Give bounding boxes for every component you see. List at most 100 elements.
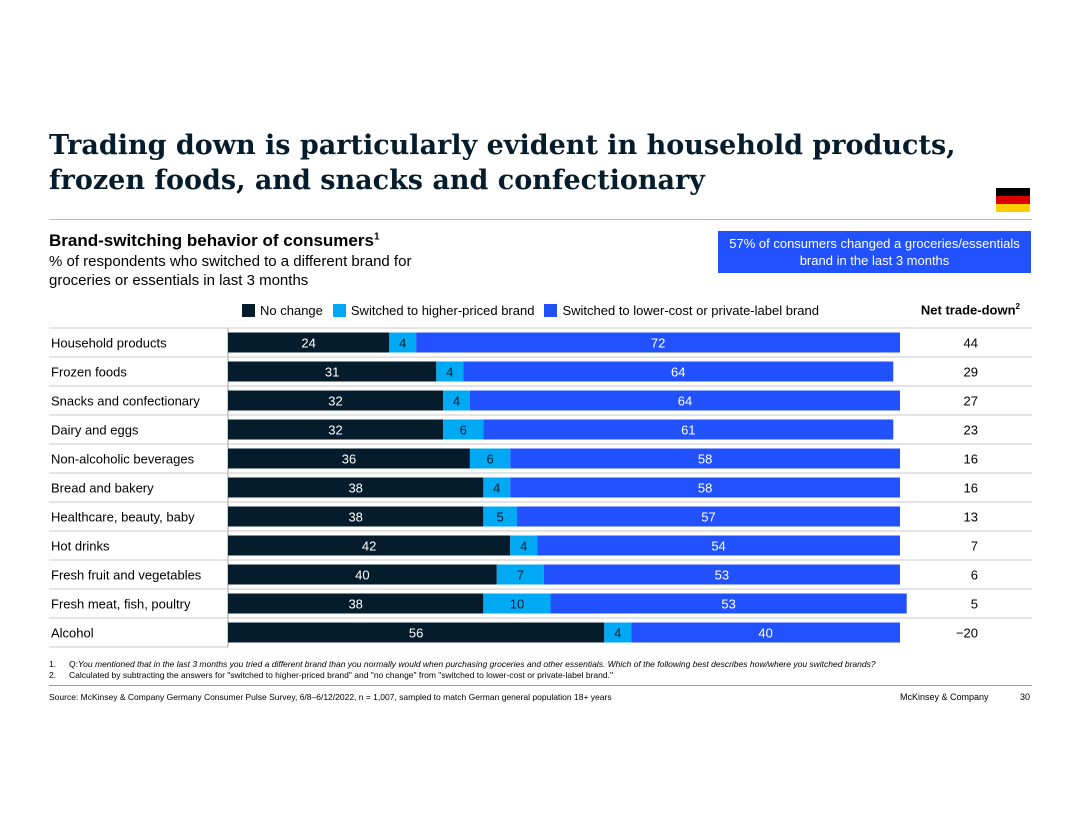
category-label: Alcohol	[51, 626, 94, 641]
data-label: 54	[711, 539, 725, 554]
callout-text: 57% of consumers changed a groceries/ess…	[729, 236, 1020, 268]
bar-segment-no-change	[228, 593, 484, 614]
footnote-number: 2.	[49, 670, 57, 680]
data-label: 31	[325, 365, 339, 380]
net-trade-down-value: −20	[956, 626, 978, 641]
bar-segment-higher-priced	[510, 535, 538, 556]
data-label: 4	[520, 539, 527, 554]
legend-swatch-higher-priced	[332, 303, 346, 317]
bar-segment-lower-cost	[416, 332, 900, 353]
data-label: 38	[348, 481, 362, 496]
data-label: 58	[698, 452, 712, 467]
bar-segment-no-change	[228, 506, 484, 527]
data-label: 4	[446, 365, 453, 380]
net-trade-down-value: 23	[964, 423, 978, 438]
legend-item-no-change: No change	[242, 303, 323, 318]
bar-segment-lower-cost	[510, 448, 900, 469]
net-trade-down-header: Net trade-down2	[900, 302, 1020, 317]
legend-label-no-change: No change	[260, 302, 323, 318]
footnote-number: 1.	[49, 659, 57, 669]
bar-segment-no-change	[228, 564, 497, 585]
chart-subtitle: Brand-switching behavior of consumers1	[49, 231, 380, 251]
chart-description: % of respondents who switched to a diffe…	[49, 253, 412, 289]
footnote-text: Calculated by subtracting the answers fo…	[69, 670, 613, 680]
data-label: 64	[671, 365, 685, 380]
footnote-1: 1. Q: You mentioned that in the last 3 m…	[49, 659, 876, 670]
bar-segment-higher-priced	[443, 419, 484, 440]
bar-segment-higher-priced	[469, 448, 511, 469]
bar-segment-no-change	[228, 448, 470, 469]
bar-segment-higher-priced	[483, 506, 517, 527]
data-label: 57	[701, 510, 715, 525]
legend-item-lower-cost: Switched to lower-cost or private-label …	[544, 303, 819, 318]
bar-segment-lower-cost	[631, 622, 900, 643]
legend: No change Switched to higher-priced bran…	[242, 302, 829, 318]
legend-label-higher-priced: Switched to higher-priced brand	[350, 302, 535, 318]
data-label: 7	[517, 568, 524, 583]
data-label: 4	[399, 336, 406, 351]
net-trade-down-value: 7	[971, 539, 978, 554]
bar-segment-no-change	[228, 535, 511, 556]
bar-segment-no-change	[228, 332, 390, 353]
net-trade-down-value: 6	[971, 568, 978, 583]
data-label: 4	[614, 626, 621, 641]
flag-stripe-gold	[996, 204, 1030, 212]
chart-subtitle-text: Brand-switching behavior of consumers	[49, 231, 374, 250]
data-label: 10	[510, 597, 524, 612]
legend-swatch-no-change	[242, 303, 255, 317]
bar-segment-lower-cost	[550, 593, 907, 614]
legend-item-higher-priced: Switched to higher-priced brand	[332, 302, 535, 318]
data-label: 24	[301, 336, 315, 351]
category-label: Fresh fruit and vegetables	[51, 568, 202, 583]
subtitle-footnote-marker: 1	[373, 231, 380, 243]
bar-segment-lower-cost	[510, 477, 900, 498]
category-label: Fresh meat, fish, poultry	[51, 597, 191, 612]
bar-segment-lower-cost	[543, 564, 900, 585]
net-trade-down-value: 27	[964, 394, 978, 409]
source-note: Source: McKinsey & Company Germany Consu…	[49, 692, 612, 702]
bar-segment-higher-priced	[604, 622, 632, 643]
category-label: Bread and bakery	[51, 481, 154, 496]
net-trade-down-value: 44	[964, 336, 978, 351]
bottom-divider	[49, 685, 1032, 686]
category-label: Healthcare, beauty, baby	[51, 510, 195, 525]
bar-segment-higher-priced	[483, 477, 511, 498]
legend-label-lower-cost: Switched to lower-cost or private-label …	[562, 302, 819, 318]
bar-segment-higher-priced	[436, 361, 464, 382]
data-label: 36	[342, 452, 356, 467]
bar-segment-higher-priced	[389, 332, 417, 353]
net-trade-down-value: 29	[964, 365, 978, 380]
bar-segment-no-change	[228, 622, 605, 643]
net-trade-down-value: 5	[971, 597, 978, 612]
legend-swatch-lower-cost	[544, 303, 558, 317]
data-label: 42	[362, 539, 376, 554]
bar-segment-lower-cost	[463, 361, 894, 382]
data-label: 53	[715, 568, 729, 583]
data-label: 32	[328, 423, 342, 438]
footnote-prefix: Q:	[69, 659, 78, 669]
top-divider	[49, 219, 1032, 220]
footnote-text: You mentioned that in the last 3 months …	[77, 659, 876, 669]
category-label: Frozen foods	[51, 365, 127, 380]
net-trade-down-value: 13	[964, 510, 978, 525]
data-label: 61	[681, 423, 695, 438]
bar-segment-higher-priced	[496, 564, 544, 585]
category-label: Hot drinks	[51, 539, 110, 554]
data-label: 4	[453, 394, 460, 409]
category-label: Non-alcoholic beverages	[51, 452, 195, 467]
bar-segment-no-change	[228, 361, 437, 382]
net-trade-down-value: 16	[964, 452, 978, 467]
bar-segment-lower-cost	[469, 390, 900, 411]
data-label: 32	[328, 394, 342, 409]
net-trade-down-header-text: Net trade-down	[920, 302, 1016, 318]
brand-name: McKinsey & Company	[900, 692, 989, 702]
bar-segment-no-change	[228, 419, 444, 440]
bar-segment-no-change	[228, 390, 444, 411]
bar-segment-lower-cost	[516, 506, 900, 527]
bar-segment-higher-priced	[443, 390, 470, 411]
net-header-footnote-marker: 2	[1015, 302, 1020, 311]
page-number: 30	[1019, 692, 1030, 702]
bar-segment-higher-priced	[483, 593, 551, 614]
data-label: 72	[651, 336, 665, 351]
